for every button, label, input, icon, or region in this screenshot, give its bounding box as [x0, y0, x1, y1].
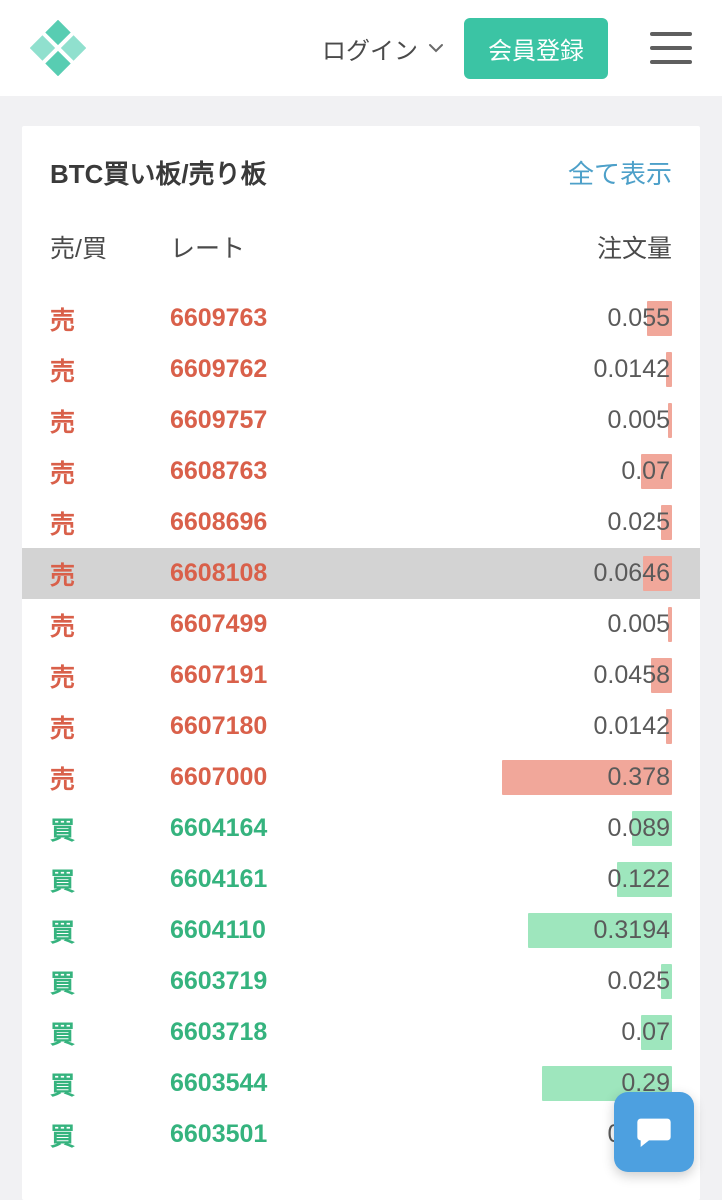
login-dropdown[interactable]: ログイン: [322, 31, 444, 66]
sell-label: 売: [50, 658, 170, 694]
orderbook-row[interactable]: 買6604110 0.3194: [22, 905, 700, 956]
amount-value: 0.055: [607, 304, 672, 333]
orderbook-panel: BTC買い板/売り板 全て表示 売/買 レート 注文量 売66097630.05…: [22, 126, 700, 1200]
amount-cell: 0.055: [370, 293, 672, 344]
buy-label: 買: [50, 862, 170, 898]
sell-label: 売: [50, 760, 170, 796]
col-rate-header: レート: [170, 229, 370, 265]
orderbook-row[interactable]: 買6604161 0.122: [22, 854, 700, 905]
amount-cell: 0.07: [370, 446, 672, 497]
amount-value: 0.0458: [594, 661, 672, 690]
orderbook-row[interactable]: 売6609763 0.055: [22, 293, 700, 344]
amount-value: 0.07: [621, 1018, 672, 1047]
orderbook-row[interactable]: 売6607000 0.378: [22, 752, 700, 803]
orderbook-rows: 売66097630.055売66097620.0142売66097570.005…: [22, 293, 700, 1160]
rate-value: 6607499: [170, 610, 370, 639]
orderbook-row[interactable]: 売6608108 0.0646: [22, 548, 700, 599]
orderbook-row[interactable]: 買66035010.025: [22, 1109, 700, 1160]
sell-label: 売: [50, 403, 170, 439]
amount-cell: 0.0458: [370, 650, 672, 701]
amount-value: 0.0142: [594, 712, 672, 741]
sell-label: 売: [50, 301, 170, 337]
rate-value: 6607180: [170, 712, 370, 741]
amount-cell: 0.122: [370, 854, 672, 905]
orderbook-row[interactable]: 買6603719 0.025: [22, 956, 700, 1007]
orderbook-row[interactable]: 売6608696 0.025: [22, 497, 700, 548]
amount-value: 0.0142: [594, 355, 672, 384]
sell-label: 売: [50, 505, 170, 541]
orderbook-row[interactable]: 売6607499 0.005: [22, 599, 700, 650]
amount-value: 0.025: [607, 967, 672, 996]
buy-label: 買: [50, 1117, 170, 1153]
sell-label: 売: [50, 709, 170, 745]
amount-cell: 0.025: [370, 956, 672, 1007]
buy-label: 買: [50, 811, 170, 847]
show-all-link[interactable]: 全て表示: [568, 154, 672, 191]
amount-cell: 0.089: [370, 803, 672, 854]
amount-value: 0.3194: [594, 916, 672, 945]
amount-value: 0.025: [607, 508, 672, 537]
amount-cell: 0.0646: [370, 548, 672, 599]
buy-label: 買: [50, 1066, 170, 1102]
orderbook-row[interactable]: 買66035440.29: [22, 1058, 700, 1109]
rate-value: 6603544: [170, 1069, 370, 1098]
orderbook-row[interactable]: 売6607180 0.0142: [22, 701, 700, 752]
orderbook-row[interactable]: 売6608763 0.07: [22, 446, 700, 497]
rate-value: 6604161: [170, 865, 370, 894]
orderbook-row[interactable]: 買6604164 0.089: [22, 803, 700, 854]
rate-value: 6609763: [170, 304, 370, 333]
rate-value: 6609762: [170, 355, 370, 384]
amount-value: 0.07: [621, 457, 672, 486]
amount-cell: 0.005: [370, 599, 672, 650]
amount-cell: 0.378: [370, 752, 672, 803]
sell-label: 売: [50, 556, 170, 592]
rate-value: 6607191: [170, 661, 370, 690]
top-bar: ログイン 会員登録: [0, 0, 722, 96]
sell-label: 売: [50, 352, 170, 388]
rate-value: 6608763: [170, 457, 370, 486]
buy-label: 買: [50, 913, 170, 949]
menu-icon[interactable]: [650, 32, 692, 64]
amount-value: 0.122: [607, 865, 672, 894]
orderbook-row[interactable]: 売6607191 0.0458: [22, 650, 700, 701]
amount-value: 0.005: [607, 406, 672, 435]
login-label: ログイン: [322, 31, 418, 66]
column-headers: 売/買 レート 注文量: [22, 211, 700, 293]
amount-cell: 0.005: [370, 395, 672, 446]
chevron-down-icon: [428, 40, 444, 56]
rate-value: 6608108: [170, 559, 370, 588]
logo-icon: [30, 20, 86, 76]
signup-button[interactable]: 会員登録: [464, 18, 608, 79]
amount-cell: 0.025: [370, 497, 672, 548]
rate-value: 6604110: [170, 916, 370, 945]
amount-value: 0.378: [607, 763, 672, 792]
orderbook-row[interactable]: 売6609762 0.0142: [22, 344, 700, 395]
orderbook-row[interactable]: 売6609757 0.005: [22, 395, 700, 446]
sell-label: 売: [50, 607, 170, 643]
rate-value: 6603719: [170, 967, 370, 996]
amount-value: 0.089: [607, 814, 672, 843]
amount-value: 0.005: [607, 610, 672, 639]
amount-cell: 0.3194: [370, 905, 672, 956]
amount-cell: 0.0142: [370, 701, 672, 752]
chat-button[interactable]: [614, 1092, 694, 1172]
amount-value: 0.0646: [594, 559, 672, 588]
rate-value: 6608696: [170, 508, 370, 537]
rate-value: 6607000: [170, 763, 370, 792]
amount-cell: 0.0142: [370, 344, 672, 395]
panel-title: BTC買い板/売り板: [50, 154, 267, 191]
buy-label: 買: [50, 1015, 170, 1051]
rate-value: 6609757: [170, 406, 370, 435]
chat-icon: [634, 1112, 674, 1152]
col-amount-header: 注文量: [370, 229, 672, 265]
amount-cell: 0.07: [370, 1007, 672, 1058]
orderbook-row[interactable]: 買6603718 0.07: [22, 1007, 700, 1058]
rate-value: 6604164: [170, 814, 370, 843]
col-side-header: 売/買: [50, 229, 170, 265]
panel-header: BTC買い板/売り板 全て表示: [22, 154, 700, 211]
sell-label: 売: [50, 454, 170, 490]
rate-value: 6603501: [170, 1120, 370, 1149]
rate-value: 6603718: [170, 1018, 370, 1047]
buy-label: 買: [50, 964, 170, 1000]
